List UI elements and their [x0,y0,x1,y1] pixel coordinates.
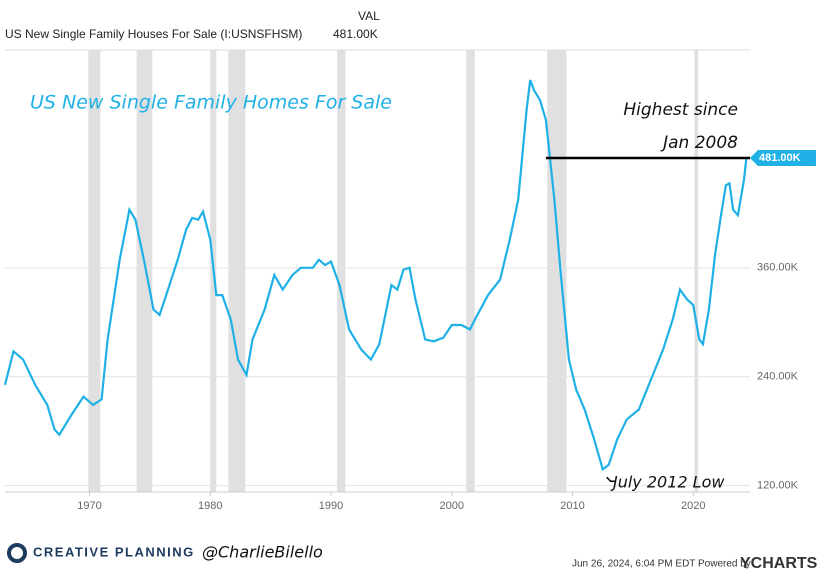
recession-band [337,50,346,492]
x-tick-label: 1970 [77,500,101,512]
series-name: US New Single Family Houses For Sale (I:… [5,27,302,41]
annotation: July 2012 Low [610,473,725,492]
y-tick-label: 360.00K [757,262,799,274]
chart-title: US New Single Family Homes For Sale [30,92,392,114]
x-tick-label: 2000 [440,500,464,512]
brand-logo [7,543,27,563]
brand: CREATIVE PLANNING [33,544,195,559]
recession-band [228,50,246,492]
value-badge [750,150,816,167]
recession-band [466,50,475,492]
header-col: VAL [358,9,380,23]
x-tick-label: 2010 [560,500,584,512]
timestamp: Jun 26, 2024, 6:04 PM EDT Powered by [572,559,751,570]
y-tick-label: 240.00K [757,371,799,383]
annotation: Jan 2008 [660,133,738,153]
annotation: Highest since [623,100,738,120]
recession-band [88,50,101,492]
recession-band [136,50,153,492]
x-tick-label: 2020 [681,500,705,512]
header-value: 481.00K [333,27,378,41]
x-tick-label: 1990 [319,500,343,512]
value-badge-label: 481.00K [759,152,801,164]
ycharts-logo: YCHARTS [740,555,818,572]
x-tick-label: 1980 [198,500,222,512]
recession-band [547,50,567,492]
recession-band [694,50,699,492]
series-line [3,79,748,472]
low-pointer [606,476,615,483]
handle: @CharlieBilello [202,543,323,562]
y-tick-label: 120.00K [757,480,799,492]
